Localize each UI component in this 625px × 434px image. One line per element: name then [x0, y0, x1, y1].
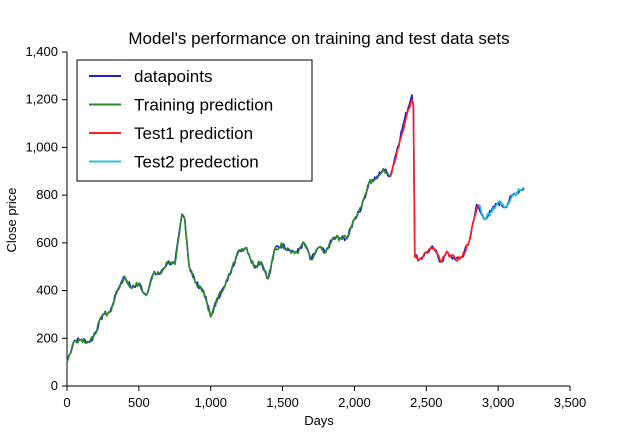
x-tick-label: 500 [128, 395, 150, 410]
series-line-3 [478, 187, 525, 221]
axes: 0 500 1,000 1,500 2,000 2,500 3,000 3,500 0 200 40… [25, 44, 586, 410]
series-lines [66, 94, 525, 363]
x-tick-label: 2,000 [338, 395, 371, 410]
x-tick-label: 2,500 [410, 395, 443, 410]
y-tick-label: 200 [36, 330, 58, 345]
y-axis-label: Close price [4, 187, 19, 252]
y-tick-label: 0 [51, 378, 58, 393]
series-line-1 [66, 168, 391, 363]
y-tick-label: 800 [36, 187, 58, 202]
x-tick-label: 3,000 [482, 395, 515, 410]
legend-label: Test1 prediction [134, 124, 253, 143]
legend-label: Training prediction [134, 96, 273, 115]
x-axis-label: Days [304, 413, 334, 428]
series-line-2 [389, 98, 481, 263]
chart-title: Model's performance on training and test… [128, 29, 509, 48]
y-tick-label: 1,400 [25, 44, 58, 59]
legend: datapoints Training prediction Test1 predi… [76, 59, 313, 182]
x-tick-label: 0 [63, 395, 70, 410]
x-tick-label: 1,000 [194, 395, 227, 410]
legend-label: datapoints [134, 67, 212, 86]
x-tick-label: 1,500 [266, 395, 299, 410]
y-tick-label: 600 [36, 235, 58, 250]
y-tick-label: 400 [36, 283, 58, 298]
legend-label: Test2 predection [134, 153, 259, 172]
x-tick-label: 3,500 [554, 395, 587, 410]
y-tick-label: 1,000 [25, 139, 58, 154]
y-tick-label: 1,200 [25, 92, 58, 107]
